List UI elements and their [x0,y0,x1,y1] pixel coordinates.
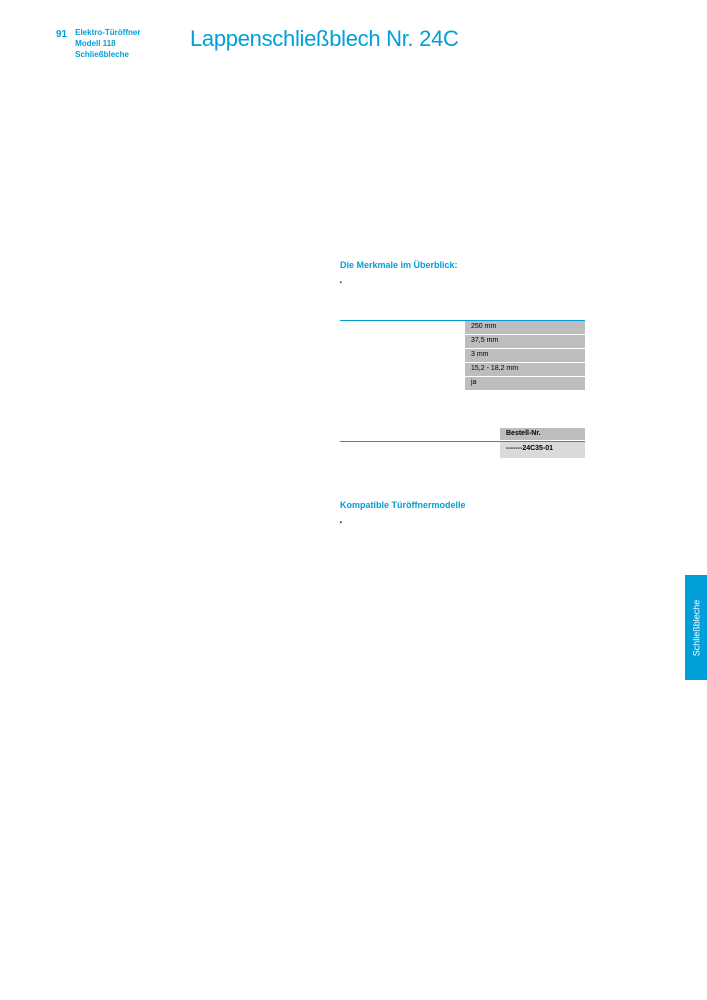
page-number: 91 [56,28,67,41]
spec-value: ja [465,377,585,390]
side-tab-label: Schließbleche [691,599,701,656]
spec-label [340,363,465,376]
spec-value: 3 mm [465,349,585,362]
spec-value: 37,5 mm [465,335,585,348]
spec-row: 37,5 mm [340,335,585,349]
order-number: -------24C35-01 [500,442,585,458]
order-table: Bestell-Nr. -------24C35-01 [340,428,585,458]
spec-value: 250 mm [465,321,585,334]
spec-label [340,321,465,334]
order-body-row: -------24C35-01 [340,442,585,458]
spec-row: 3 mm [340,349,585,363]
breadcrumb-line: Schließbleche [75,50,140,61]
spec-row: 250 mm [340,321,585,335]
features-heading: Die Merkmale im Überblick: [340,260,458,270]
breadcrumb-line: Modell 118 [75,39,140,50]
breadcrumb-line: Elektro-Türöffner [75,28,140,39]
header: 91 Elektro-Türöffner Modell 118 Schließb… [56,28,140,60]
side-tab: Schließbleche [685,575,707,680]
spec-row: ja [340,377,585,391]
spec-row: 15,2 - 18,2 mm [340,363,585,377]
order-body-left [340,442,500,458]
breadcrumb: Elektro-Türöffner Modell 118 Schließblec… [75,28,140,60]
order-header-right: Bestell-Nr. [500,428,585,441]
spec-table: 250 mm 37,5 mm 3 mm 15,2 - 18,2 mm ja [340,320,585,391]
spec-label [340,349,465,362]
page-title: Lappenschließblech Nr. 24C [190,26,459,52]
spec-label [340,335,465,348]
compat-section: Kompatible Türöffnermodelle [340,500,466,516]
spec-label [340,377,465,390]
spec-value: 15,2 - 18,2 mm [465,363,585,376]
order-header-left [340,428,500,441]
order-header-row: Bestell-Nr. [340,428,585,442]
compat-heading: Kompatible Türöffnermodelle [340,500,466,510]
features-section: Die Merkmale im Überblick: [340,260,458,276]
